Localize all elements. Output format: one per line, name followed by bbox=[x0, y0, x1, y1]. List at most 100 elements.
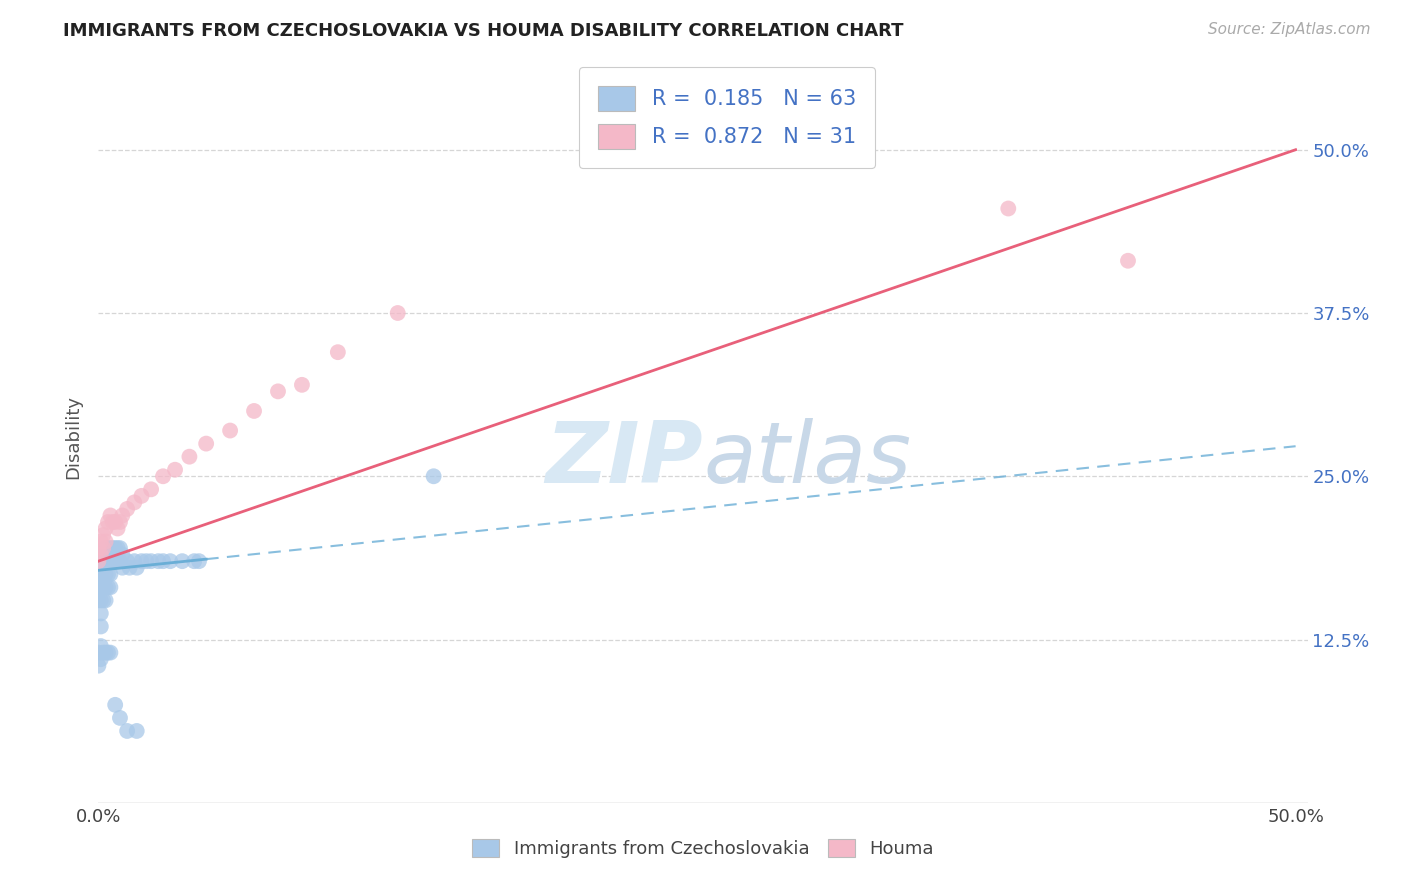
Point bbox=[124, 495, 146, 509]
Point bbox=[124, 554, 146, 568]
Point bbox=[90, 548, 112, 562]
Point bbox=[90, 619, 112, 633]
Point bbox=[125, 560, 148, 574]
Point bbox=[179, 450, 201, 464]
Point bbox=[90, 567, 112, 582]
Point bbox=[94, 554, 117, 568]
Point bbox=[107, 521, 129, 535]
Point bbox=[94, 593, 117, 607]
Point bbox=[131, 554, 153, 568]
Legend: Immigrants from Czechoslovakia, Houma: Immigrants from Czechoslovakia, Houma bbox=[464, 830, 942, 867]
Y-axis label: Disability: Disability bbox=[65, 395, 83, 479]
Point bbox=[1116, 253, 1139, 268]
Point bbox=[104, 554, 127, 568]
Point bbox=[326, 345, 349, 359]
Point bbox=[91, 580, 114, 594]
Point bbox=[163, 463, 186, 477]
Point bbox=[91, 541, 114, 555]
Point bbox=[243, 404, 266, 418]
Point bbox=[87, 541, 110, 555]
Point bbox=[148, 554, 170, 568]
Text: ZIP: ZIP bbox=[546, 417, 703, 500]
Point bbox=[108, 711, 131, 725]
Point bbox=[90, 554, 112, 568]
Point bbox=[131, 489, 153, 503]
Point bbox=[125, 723, 148, 738]
Point bbox=[291, 377, 314, 392]
Point bbox=[100, 567, 122, 582]
Point bbox=[104, 698, 127, 712]
Point bbox=[139, 554, 162, 568]
Point bbox=[100, 541, 122, 555]
Point bbox=[101, 541, 124, 555]
Point bbox=[100, 646, 122, 660]
Point bbox=[100, 580, 122, 594]
Point bbox=[87, 658, 110, 673]
Point bbox=[997, 202, 1019, 216]
Point bbox=[108, 515, 131, 529]
Point bbox=[94, 521, 117, 535]
Point bbox=[91, 548, 114, 562]
Point bbox=[94, 580, 117, 594]
Point bbox=[97, 554, 120, 568]
Point bbox=[97, 646, 120, 660]
Point bbox=[97, 515, 120, 529]
Point bbox=[90, 593, 112, 607]
Point bbox=[111, 508, 134, 523]
Point bbox=[172, 554, 194, 568]
Point bbox=[115, 723, 138, 738]
Point bbox=[195, 436, 218, 450]
Point bbox=[90, 639, 112, 653]
Point bbox=[115, 502, 138, 516]
Point bbox=[107, 554, 129, 568]
Point bbox=[87, 567, 110, 582]
Point bbox=[94, 646, 117, 660]
Point bbox=[104, 515, 127, 529]
Point bbox=[94, 567, 117, 582]
Point bbox=[387, 306, 409, 320]
Point bbox=[101, 515, 124, 529]
Point bbox=[87, 580, 110, 594]
Point bbox=[104, 541, 127, 555]
Point bbox=[101, 554, 124, 568]
Point bbox=[152, 469, 174, 483]
Point bbox=[100, 508, 122, 523]
Point bbox=[159, 554, 181, 568]
Point bbox=[87, 593, 110, 607]
Text: atlas: atlas bbox=[703, 417, 911, 500]
Point bbox=[111, 548, 134, 562]
Point bbox=[91, 528, 114, 542]
Point bbox=[152, 554, 174, 568]
Point bbox=[91, 560, 114, 574]
Point bbox=[97, 541, 120, 555]
Point bbox=[100, 554, 122, 568]
Point bbox=[107, 541, 129, 555]
Point bbox=[108, 541, 131, 555]
Point bbox=[97, 580, 120, 594]
Point bbox=[219, 424, 242, 438]
Point bbox=[135, 554, 157, 568]
Point bbox=[188, 554, 211, 568]
Point bbox=[94, 534, 117, 549]
Point bbox=[90, 607, 112, 621]
Point bbox=[111, 560, 134, 574]
Point bbox=[97, 567, 120, 582]
Text: Source: ZipAtlas.com: Source: ZipAtlas.com bbox=[1208, 22, 1371, 37]
Point bbox=[91, 593, 114, 607]
Point bbox=[118, 560, 141, 574]
Point bbox=[115, 554, 138, 568]
Point bbox=[267, 384, 290, 399]
Text: IMMIGRANTS FROM CZECHOSLOVAKIA VS HOUMA DISABILITY CORRELATION CHART: IMMIGRANTS FROM CZECHOSLOVAKIA VS HOUMA … bbox=[63, 22, 904, 40]
Point bbox=[87, 646, 110, 660]
Point bbox=[90, 534, 112, 549]
Point bbox=[422, 469, 444, 483]
Point bbox=[90, 652, 112, 666]
Point bbox=[94, 541, 117, 555]
Point bbox=[91, 646, 114, 660]
Point bbox=[91, 574, 114, 588]
Point bbox=[87, 554, 110, 568]
Point bbox=[139, 483, 162, 497]
Point bbox=[183, 554, 205, 568]
Point bbox=[108, 554, 131, 568]
Point bbox=[90, 580, 112, 594]
